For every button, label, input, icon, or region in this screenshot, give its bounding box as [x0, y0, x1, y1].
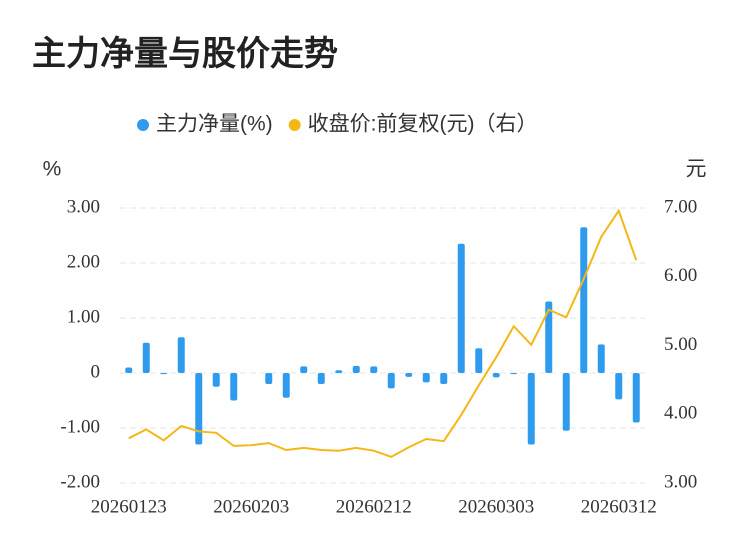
- bar: [580, 227, 588, 373]
- y2-unit: 元: [686, 158, 707, 181]
- legend-marker: [288, 119, 301, 131]
- y-tick-label: -1.00: [60, 416, 100, 437]
- bar: [405, 373, 413, 377]
- bar: [370, 366, 378, 373]
- x-tick-label: 20260212: [336, 496, 412, 517]
- y2-tick-label: 7.00: [664, 196, 697, 217]
- legend-marker: [137, 119, 149, 131]
- y2-tick-label: 6.00: [664, 265, 697, 286]
- bar: [125, 367, 133, 373]
- bar: [282, 373, 290, 398]
- y2-tick-label: 4.00: [664, 403, 697, 424]
- bar: [265, 373, 273, 384]
- y-tick-label: 3.00: [67, 196, 100, 217]
- bar: [160, 373, 168, 375]
- bar: [352, 365, 360, 373]
- bar: [510, 373, 518, 375]
- bar: [440, 373, 448, 384]
- bar: [317, 373, 325, 384]
- y-tick-label: 2.00: [67, 251, 100, 272]
- bar: [387, 373, 395, 389]
- y-tick-label: 1.00: [67, 306, 100, 327]
- bar: [195, 373, 203, 445]
- bar: [212, 373, 220, 387]
- bar: [335, 370, 343, 373]
- chart-title: 主力净量与股价走势: [32, 35, 338, 73]
- bar: [177, 337, 185, 373]
- bar: [632, 373, 640, 423]
- bar: [562, 373, 570, 431]
- price-line: [128, 208, 638, 458]
- bar: [545, 301, 553, 373]
- bar: [142, 342, 150, 373]
- x-tick-label: 20260303: [458, 496, 534, 517]
- bar: [230, 373, 238, 401]
- legend-label: 收盘价:前复权(元)（右）: [308, 113, 538, 136]
- bar: [492, 373, 500, 378]
- bar: [457, 243, 465, 373]
- bar: [475, 348, 483, 373]
- y2-tick-label: 3.00: [664, 471, 697, 492]
- y-tick-label: 0: [91, 361, 101, 382]
- bar: [422, 373, 430, 383]
- x-tick-label: 20260123: [91, 496, 167, 517]
- y-unit: %: [43, 158, 62, 181]
- bar: [527, 373, 535, 445]
- y2-tick-label: 5.00: [664, 334, 697, 355]
- bar: [300, 366, 308, 373]
- y-tick-label: -2.00: [60, 471, 100, 492]
- x-tick-label: 20260203: [213, 496, 289, 517]
- bar: [597, 344, 605, 373]
- bar: [615, 373, 623, 400]
- x-tick-label: 20260312: [581, 496, 657, 517]
- legend-label: 主力净量(%): [156, 113, 273, 136]
